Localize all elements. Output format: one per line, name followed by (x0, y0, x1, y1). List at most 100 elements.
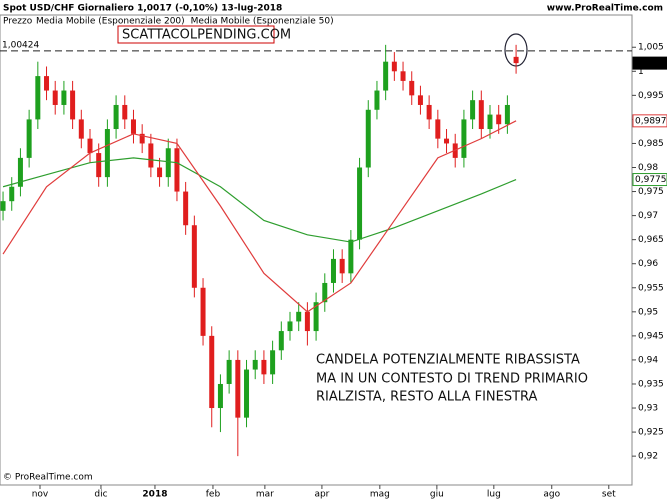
candle-body (426, 104, 432, 120)
candle-body (304, 311, 310, 332)
price-marker (632, 56, 667, 70)
x-tick-label: set (602, 490, 616, 500)
legend-entry: Media Mobile (Esponenziale 200) (36, 17, 185, 27)
annotation-box (117, 25, 275, 44)
y-tick-label: 0,935 (638, 379, 664, 389)
annotation: SCATTACOLPENDING.COM (122, 28, 291, 43)
candle-body (470, 100, 476, 120)
plot-frame (0, 14, 633, 486)
candle-body (235, 359, 241, 418)
candle-body (365, 109, 371, 168)
x-tick-label: lug (487, 490, 501, 500)
y-tick-label: 0,97 (638, 211, 658, 221)
candle-body (44, 76, 50, 91)
candle-body (496, 114, 502, 125)
x-tick-label: mar (256, 490, 274, 500)
candle-body (174, 148, 180, 192)
candle-body (61, 90, 67, 105)
x-tick-label: ago (543, 490, 560, 500)
candle-body (400, 71, 406, 81)
candle-body (52, 90, 58, 105)
candle-body (313, 302, 319, 332)
candle-body (78, 119, 84, 139)
candle-body (217, 383, 223, 409)
y-tick-label: 0,94 (638, 355, 658, 365)
y-tick-label: 0,98 (638, 163, 658, 173)
candle-body (261, 359, 267, 375)
candle-body (139, 133, 145, 144)
annotation: MA IN UN CONTESTO DI TREND PRIMARIO (316, 372, 588, 387)
source: www.ProRealTime.com (547, 4, 663, 14)
candle-body (113, 104, 119, 130)
candle-body (417, 95, 423, 105)
candle-body (0, 201, 6, 211)
candle-body (209, 335, 215, 409)
candle-body (339, 258, 345, 274)
candle-body (17, 157, 23, 187)
y-tick-label: 0,92 (638, 452, 658, 462)
y-tick-label: 0,985 (638, 139, 664, 149)
candle-body (270, 350, 276, 375)
candle-body (244, 369, 250, 418)
candle-body (104, 129, 110, 178)
candle-body (435, 119, 441, 139)
candle-body (148, 143, 154, 168)
annotation: RIALZISTA, RESTO ALLA FINESTRA (316, 390, 538, 405)
y-tick-label: 0,925 (638, 428, 664, 438)
candle-body (183, 191, 189, 226)
annotation: CANDELA POTENZIALMENTE RIBASSISTA (316, 353, 580, 368)
y-tick-label: 0,96 (638, 259, 658, 269)
price-marker-label: 0,9775 (635, 175, 667, 185)
price-marker (632, 173, 667, 187)
candle-body (200, 287, 206, 336)
candle-body (70, 90, 76, 120)
candle-body (252, 359, 258, 370)
candle-body (87, 138, 93, 154)
candle-body (157, 167, 163, 178)
x-tick-label: giu (430, 490, 444, 500)
candle-body (461, 119, 467, 158)
y-tick-label: 0,995 (638, 91, 664, 101)
candle-body (191, 225, 197, 288)
candle-body (357, 167, 363, 240)
y-tick-label: 0,93 (638, 404, 658, 414)
candle-body (374, 90, 380, 110)
legend-price: Prezzo (3, 17, 33, 27)
candle-body (322, 282, 328, 303)
ma-line (2, 157, 517, 243)
price-marker-label: 0,9897 (635, 116, 667, 126)
candle-body (122, 104, 128, 120)
y-tick-label: 0,975 (638, 187, 664, 197)
y-tick-label: 0,955 (638, 283, 664, 293)
y-tick-label: 0,95 (638, 307, 658, 317)
ma-line (2, 120, 517, 313)
legend-entry: Media Mobile (Esponenziale 50) (191, 17, 334, 27)
y-tick-label: 1 (638, 67, 644, 77)
candle-body (444, 138, 450, 144)
candle-body (487, 114, 493, 130)
candle-body (478, 100, 484, 130)
price-marker (632, 114, 667, 128)
x-tick-label: nov (32, 490, 49, 500)
candle-body (278, 331, 284, 351)
footer: © ProRealTime.com (3, 473, 93, 483)
x-tick-label: 2018 (142, 490, 167, 500)
candle-body (287, 321, 293, 332)
candle-body (383, 61, 389, 91)
candle-body (409, 80, 415, 96)
candle-body (96, 153, 102, 178)
candle-body (330, 258, 336, 283)
candle-body (348, 239, 354, 274)
candle-body (513, 56, 519, 64)
candle-body (226, 359, 232, 384)
y-tick-label: 0,945 (638, 331, 664, 341)
candle-body (504, 104, 510, 125)
x-tick-label: dic (94, 490, 107, 500)
candle-body (296, 311, 302, 322)
candle-body (26, 119, 32, 158)
price-marker-label: 1,0017 (635, 59, 667, 69)
x-tick-label: feb (206, 490, 221, 500)
chart-title: Spot USD/CHF Giornaliero 1,0017 (-0,10%)… (3, 4, 282, 14)
